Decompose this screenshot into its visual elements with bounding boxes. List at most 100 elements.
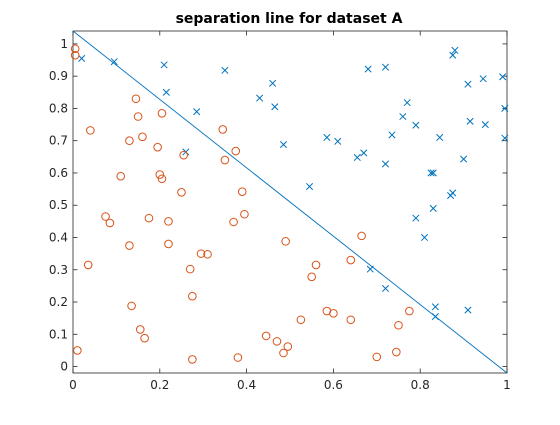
x-marker-point bbox=[466, 117, 474, 125]
x-marker-point bbox=[431, 312, 439, 321]
y-tick-label: 0.8 bbox=[49, 101, 68, 115]
y-tick-label: 0.6 bbox=[49, 166, 68, 180]
x-marker-point bbox=[436, 133, 444, 142]
circle-marker-point bbox=[357, 231, 366, 241]
x-marker-point bbox=[412, 121, 420, 129]
x-marker-point bbox=[305, 182, 314, 191]
circle-marker-point bbox=[105, 218, 115, 228]
circle-marker-point bbox=[329, 309, 338, 318]
x-tick-label: 0.8 bbox=[411, 378, 430, 392]
y-tick-label: 0.2 bbox=[49, 295, 68, 309]
x-marker-point bbox=[221, 66, 229, 74]
y-tick-label: 0.7 bbox=[49, 134, 68, 148]
circle-marker-point bbox=[177, 188, 186, 197]
x-tick-label: 0.2 bbox=[150, 378, 169, 392]
x-marker-point bbox=[403, 99, 411, 107]
x-marker-point bbox=[501, 134, 509, 142]
circle-marker-point bbox=[272, 337, 282, 346]
x-marker-point bbox=[429, 169, 437, 177]
x-marker-point bbox=[381, 63, 390, 71]
circle-marker-point bbox=[125, 136, 134, 145]
circle-marker-point bbox=[83, 260, 93, 270]
circle-marker-point bbox=[394, 320, 403, 330]
circle-marker-point bbox=[164, 217, 173, 226]
y-tick-label: 0.1 bbox=[49, 327, 68, 341]
x-marker-point bbox=[279, 141, 288, 149]
y-tick-label: 0 bbox=[60, 360, 68, 374]
circle-marker-point bbox=[296, 315, 306, 325]
circle-marker-point bbox=[140, 333, 149, 343]
x-marker-point bbox=[269, 79, 277, 87]
circle-marker-point bbox=[220, 155, 230, 165]
x-marker-point bbox=[334, 137, 342, 145]
chart-title: separation line for dataset A bbox=[176, 11, 403, 27]
circle-marker-point bbox=[157, 174, 167, 184]
circle-marker-point bbox=[405, 306, 414, 316]
x-marker-point bbox=[427, 169, 435, 177]
x-marker-point bbox=[429, 204, 437, 213]
x-marker-point bbox=[431, 303, 439, 311]
x-marker-point bbox=[381, 284, 390, 293]
circle-marker-point bbox=[116, 171, 126, 181]
x-marker-point bbox=[162, 88, 170, 96]
circle-marker-point bbox=[70, 44, 80, 54]
circle-marker-point bbox=[311, 260, 321, 270]
circle-marker-point bbox=[346, 255, 356, 265]
x-tick-label: 0.6 bbox=[324, 378, 343, 392]
circle-marker-point bbox=[153, 142, 162, 152]
circle-marker-point bbox=[281, 237, 290, 246]
circle-marker-point bbox=[307, 272, 317, 282]
circle-marker-point bbox=[164, 239, 173, 249]
circle-marker-point bbox=[196, 249, 206, 258]
y-tick-label: 0.9 bbox=[49, 69, 68, 83]
x-tick-label: 0 bbox=[69, 378, 77, 392]
circle-marker-point bbox=[240, 209, 249, 219]
x-marker-point bbox=[399, 112, 407, 121]
circle-marker-point bbox=[218, 125, 228, 134]
x-tick-label: 0.4 bbox=[237, 378, 256, 392]
circle-marker-point bbox=[133, 112, 143, 121]
circle-marker-point bbox=[233, 353, 243, 362]
x-marker-point bbox=[381, 160, 390, 168]
x-marker-point bbox=[499, 73, 507, 81]
y-tick-label: 0.4 bbox=[49, 230, 68, 244]
circle-marker-point bbox=[86, 126, 95, 135]
x-marker-point bbox=[110, 58, 118, 66]
circle-marker-point bbox=[283, 342, 293, 351]
circle-marker-point bbox=[155, 170, 165, 179]
circle-marker-point bbox=[237, 187, 247, 196]
x-marker-point bbox=[449, 51, 457, 59]
circle-marker-point bbox=[138, 132, 147, 142]
circle-marker-point bbox=[188, 355, 197, 364]
circle-marker-point bbox=[144, 213, 154, 223]
x-marker-point bbox=[451, 46, 459, 54]
x-marker-point bbox=[464, 80, 472, 88]
circle-marker-point bbox=[179, 150, 188, 160]
x-marker-point bbox=[364, 65, 372, 73]
circle-marker-point bbox=[203, 249, 212, 259]
x-marker-point bbox=[78, 54, 86, 62]
circle-marker-point bbox=[279, 348, 288, 358]
circle-marker-point bbox=[188, 291, 197, 301]
x-marker-point bbox=[420, 233, 429, 242]
circle-marker-point bbox=[231, 146, 241, 156]
plot-area: 0 0.2 0.4 0.6 0.8 1 0 0.1 0.2 0.3 0.4 0.5 0.6 0.7 0.8 0… bbox=[49, 30, 511, 392]
x-marker-point bbox=[388, 131, 396, 139]
x-marker-point bbox=[412, 214, 420, 222]
x-marker-point bbox=[366, 265, 374, 273]
circle-marker-point bbox=[101, 212, 110, 221]
circle-marker-point bbox=[125, 241, 134, 250]
x-marker-point bbox=[160, 61, 168, 69]
circle-marker-point bbox=[185, 264, 195, 274]
x-marker-point bbox=[449, 189, 457, 197]
circle-marker-point bbox=[127, 301, 136, 311]
x-marker-point bbox=[479, 75, 487, 83]
x-marker-point bbox=[360, 149, 368, 157]
x-marker-point bbox=[353, 153, 361, 162]
circle-marker-point bbox=[346, 315, 356, 325]
circle-marker-point bbox=[261, 331, 271, 341]
circle-marker-point bbox=[392, 347, 401, 357]
x-marker-point bbox=[256, 94, 264, 102]
circle-marker-point bbox=[135, 325, 145, 334]
x-marker-point bbox=[481, 121, 489, 129]
